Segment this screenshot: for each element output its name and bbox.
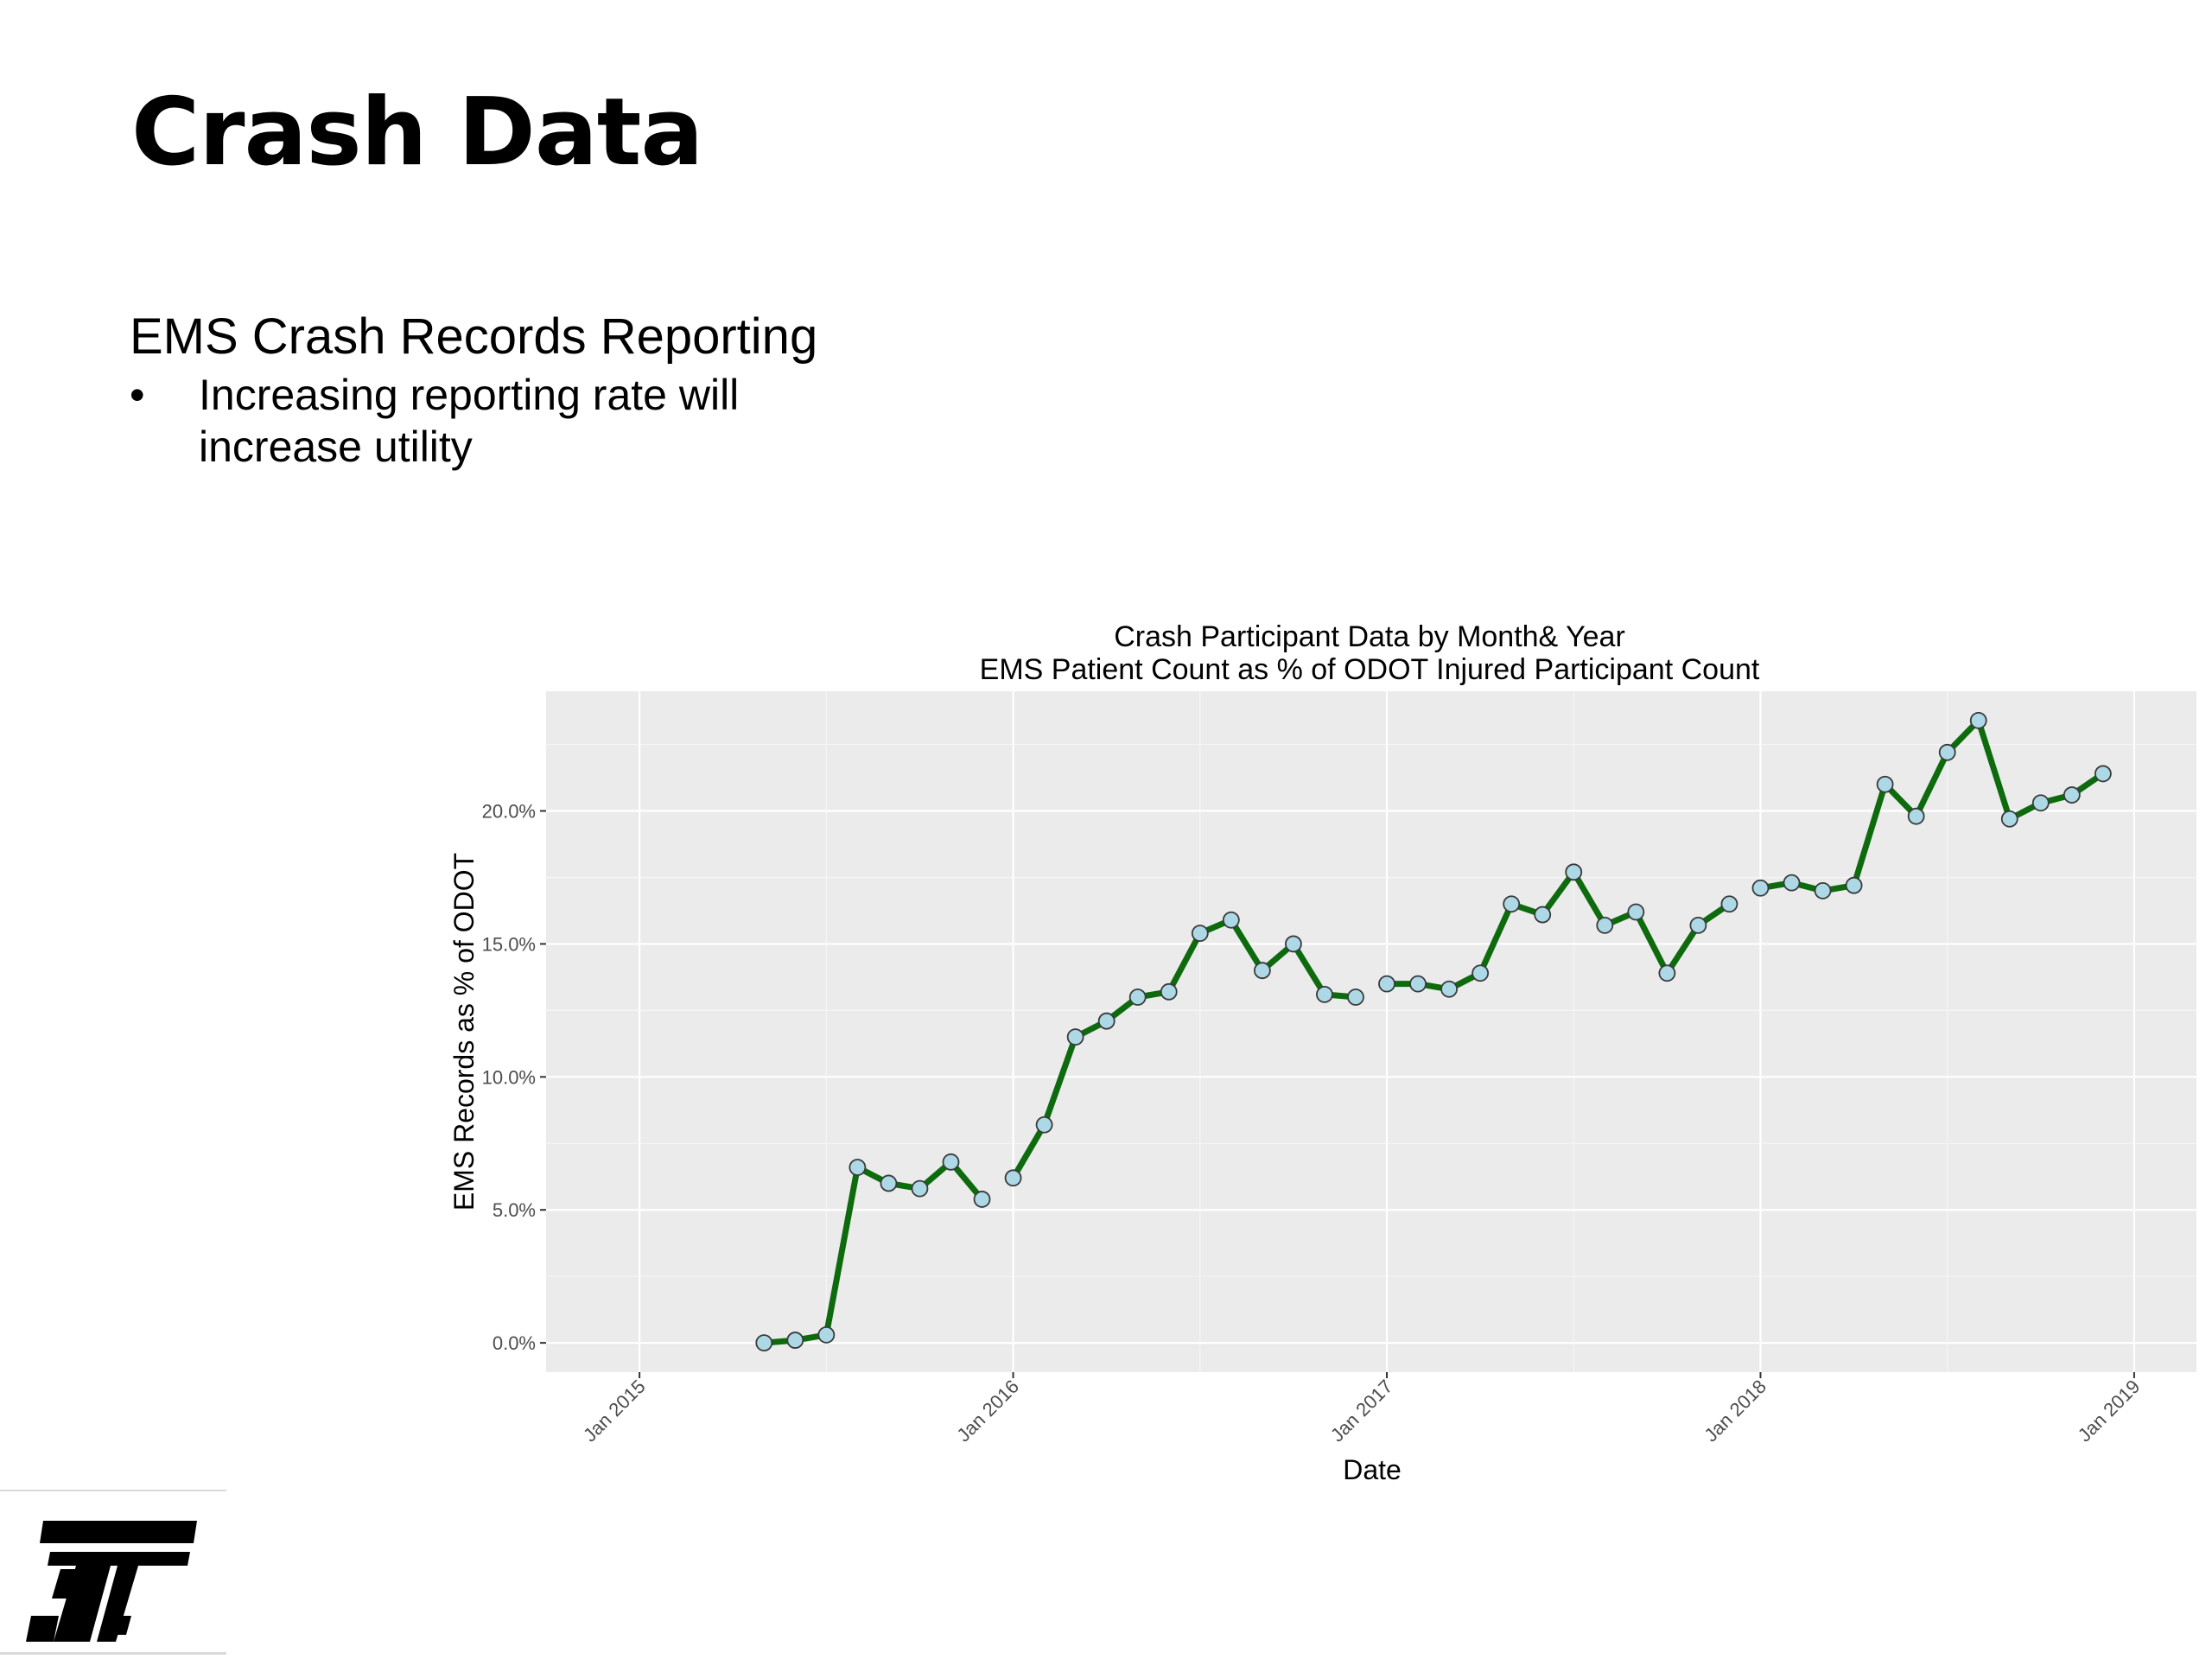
data-point [1285,935,1302,953]
data-point [849,1159,867,1176]
bullet-item: • Increasing reporting rate will increas… [130,369,907,473]
data-point [911,1179,929,1198]
data-point [1128,988,1147,1006]
slide-title: Crash Data [131,79,703,187]
data-point [1689,916,1707,934]
x-tick-label: Jan 2018 [1700,1376,1770,1446]
data-point [1503,895,1521,913]
data-point [1409,975,1427,993]
x-axis-ticks: Jan 2015 Jan 2016 Jan 2017 Jan 2018 Jan 2019 [579,1372,2145,1446]
data-point [2031,794,2050,812]
data-point [1316,986,1333,1003]
chart-title: Crash Participant Data by Month& Year [1114,620,1625,653]
data-point [1814,881,1832,899]
series-line [1010,917,1359,1181]
data-point [1969,711,1987,729]
data-point [1253,962,1271,980]
x-axis-label: Date [1343,1454,1402,1485]
data-point [1066,1028,1084,1046]
data-point [1720,895,1738,913]
data-point [1471,964,1490,982]
y-tick-label: 20.0% [482,801,536,823]
data-point [880,1174,898,1192]
grid-major [546,691,2196,1372]
x-tick-label: Jan 2015 [579,1376,650,1446]
grid-minor [546,691,2196,1372]
data-point [1596,916,1614,934]
data-point [2000,810,2018,828]
data-point [755,1334,773,1352]
y-tick-label: 5.0% [493,1199,536,1221]
data-point [1876,775,1894,793]
data-point [1097,1012,1116,1030]
data-point [1378,975,1395,993]
chart-subtitle: EMS Patient Count as % of ODOT Injured P… [980,653,1760,686]
data-point [973,1191,991,1208]
bullet-list: • Increasing reporting rate will increas… [130,369,907,473]
odot-logo-icon [26,1521,197,1642]
bullet-text: Increasing reporting rate will increase … [199,371,740,471]
x-tick-label: Jan 2019 [2074,1376,2145,1446]
data-point [1191,925,1209,943]
data-point [1347,988,1364,1006]
data-point [1658,964,1676,982]
x-tick-label: Jan 2016 [952,1376,1023,1446]
data-points [755,711,2112,1352]
data-point [786,1332,804,1349]
data-point [1627,903,1645,921]
y-axis-ticks: 0.0% 5.0% 10.0% 15.0% 20.0% [482,801,546,1354]
data-point [1160,982,1178,1001]
data-point [1035,1116,1053,1134]
y-tick-label: 10.0% [482,1066,536,1088]
data-point [2094,765,2112,783]
data-point [1534,906,1552,924]
data-point [1845,876,1863,894]
data-point [1004,1169,1022,1187]
y-axis-label: EMS Records as % of ODOT [448,853,480,1211]
data-point [2063,786,2081,804]
x-tick-label: Jan 2017 [1326,1376,1397,1446]
data-point [1222,911,1240,929]
data-point [1938,743,1956,761]
y-tick-label: 15.0% [482,933,536,955]
y-tick-label: 0.0% [493,1332,536,1354]
data-point [1907,807,1925,825]
bullet-mark: • [130,371,145,419]
logo-rule-top [0,1490,226,1491]
data-point [942,1153,960,1171]
data-point [817,1326,836,1344]
section-heading: EMS Crash Records Reporting [130,308,818,365]
data-point [1783,874,1801,892]
data-point [1440,980,1458,998]
plot-panel [546,691,2196,1372]
data-point [1565,863,1583,881]
data-point [1751,879,1770,897]
logo-rule-bottom [0,1652,226,1655]
